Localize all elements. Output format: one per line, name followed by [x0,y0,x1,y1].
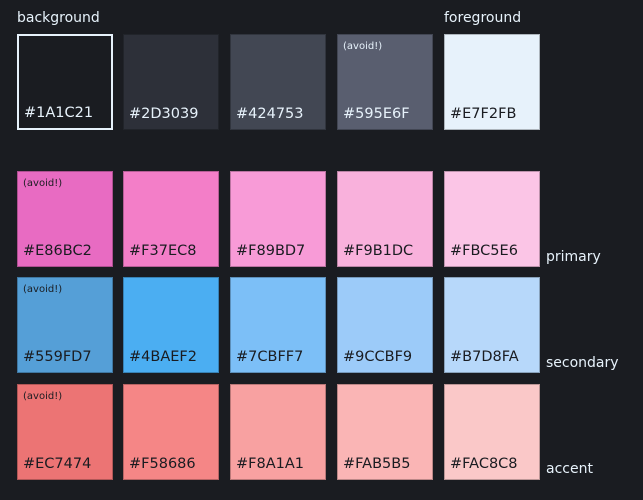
color-swatch: #4BAEF2 [123,277,219,373]
color-swatch: #F37EC8 [123,171,219,267]
color-swatch: (avoid!) #E86BC2 [17,171,113,267]
avoid-note: (avoid!) [343,41,383,52]
primary-label: primary [546,249,601,265]
hex-code: #1A1C21 [24,105,94,121]
hex-code: #EC7474 [23,456,92,472]
color-swatch: #1A1C21 [17,34,113,130]
foreground-label: foreground [444,10,522,26]
hex-code: #7CBFF7 [236,349,304,365]
hex-code: #F89BD7 [236,243,306,259]
hex-code: #595E6F [343,106,410,122]
color-swatch: #FBC5E6 [444,171,540,267]
avoid-note: (avoid!) [23,178,63,189]
accent-label: accent [546,461,593,477]
color-swatch: #F58686 [123,384,219,480]
color-swatch: (avoid!) #595E6F [337,34,433,130]
color-swatch: #7CBFF7 [230,277,326,373]
hex-code: #B7D8FA [450,349,519,365]
color-swatch: #E7F2FB [444,34,540,130]
color-swatch: #9CCBF9 [337,277,433,373]
hex-code: #9CCBF9 [343,349,413,365]
hex-code: #FAB5B5 [343,456,411,472]
hex-code: #E7F2FB [450,106,517,122]
background-label: background [17,10,100,26]
secondary-label: secondary [546,355,619,371]
color-swatch: #2D3039 [123,34,219,130]
hex-code: #FAC8C8 [450,456,518,472]
hex-code: #559FD7 [23,349,92,365]
avoid-note: (avoid!) [23,391,63,402]
hex-code: #FBC5E6 [450,243,518,259]
hex-code: #F9B1DC [343,243,414,259]
color-swatch: #F9B1DC [337,171,433,267]
color-swatch: #FAB5B5 [337,384,433,480]
hex-code: #2D3039 [129,106,199,122]
hex-code: #424753 [236,106,304,122]
hex-code: #4BAEF2 [129,349,197,365]
hex-code: #F37EC8 [129,243,197,259]
hex-code: #F58686 [129,456,196,472]
color-swatch: #FAC8C8 [444,384,540,480]
color-swatch: #F89BD7 [230,171,326,267]
avoid-note: (avoid!) [23,284,63,295]
color-swatch: #424753 [230,34,326,130]
color-swatch: (avoid!) #559FD7 [17,277,113,373]
color-swatch: #F8A1A1 [230,384,326,480]
color-swatch: #B7D8FA [444,277,540,373]
color-swatch: (avoid!) #EC7474 [17,384,113,480]
hex-code: #F8A1A1 [236,456,305,472]
hex-code: #E86BC2 [23,243,92,259]
